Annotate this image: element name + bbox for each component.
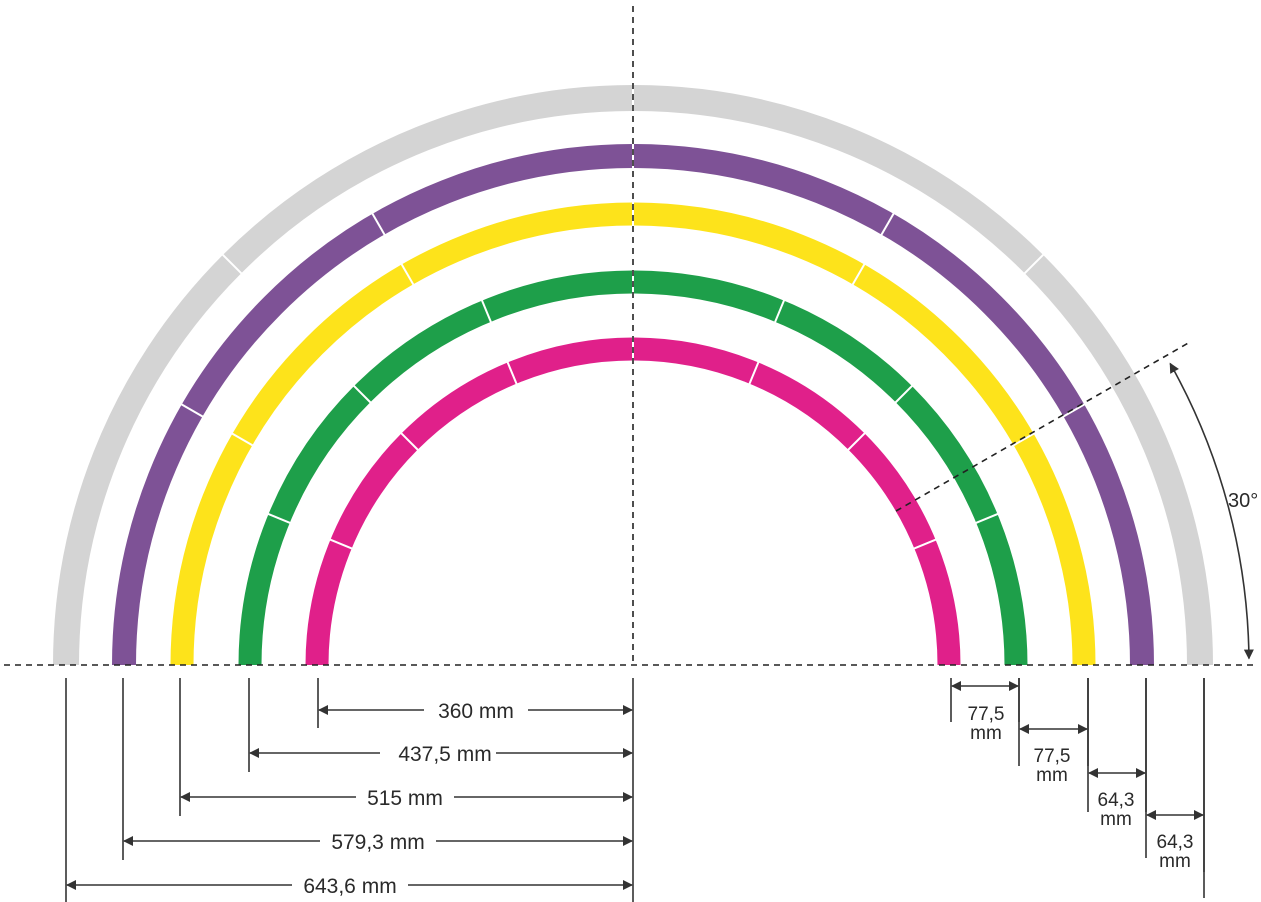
magenta-ring-segment-joint <box>913 538 937 550</box>
gap-label-2-unit: mm <box>1036 765 1068 786</box>
yellow-ring-segment-joint <box>231 432 254 447</box>
magenta-ring-segment-joint <box>846 432 866 452</box>
angle-label: 30° <box>1228 490 1258 512</box>
gap-label-1-unit: mm <box>970 723 1002 744</box>
magenta-ring-segment-joint <box>748 361 760 385</box>
magenta-ring-segment-joint <box>329 538 353 550</box>
gap-label-1-value: 77,5 <box>968 704 1005 725</box>
gap-label-4-value: 64,3 <box>1157 832 1194 853</box>
yellow-ring-segment-joint <box>1012 432 1035 447</box>
green-ring-segment-joint <box>974 512 999 525</box>
green-ring-segment-joint <box>267 512 292 525</box>
green-ring-segment-joint <box>352 384 372 404</box>
radius-label-magenta: 360 mm <box>438 700 514 723</box>
radius-label-grey: 643,6 mm <box>303 875 396 898</box>
yellow-ring-segment-joint <box>400 263 415 286</box>
purple-ring-segment-joint <box>180 403 204 418</box>
outer-grey-ring-segment-joint <box>221 253 243 275</box>
green-ring-segment-joint <box>773 299 786 324</box>
green-ring-segment-joint <box>480 299 493 324</box>
yellow-ring-segment-joint <box>851 263 866 286</box>
angle-arc <box>1169 362 1254 660</box>
radius-label-purple: 579,3 mm <box>331 831 424 854</box>
purple-ring-segment-joint <box>371 212 386 236</box>
purple-ring-segment-joint <box>1062 403 1086 418</box>
purple-ring-segment-joint <box>880 212 895 236</box>
angle-line-dashed <box>895 341 1191 512</box>
guide-lines <box>4 6 1258 666</box>
radius-label-yellow: 515 mm <box>367 787 443 810</box>
radius-label-green: 437,5 mm <box>398 743 491 766</box>
gap-label-2-value: 77,5 <box>1034 746 1071 767</box>
green-ring-segment-joint <box>894 384 914 404</box>
outer-grey-ring-segment-joint <box>1023 253 1045 275</box>
magenta-ring-segment-joint <box>400 432 420 452</box>
gap-label-3-unit: mm <box>1100 809 1132 830</box>
radius-dimensions <box>65 678 1205 902</box>
magenta-ring-segment-joint <box>506 361 518 385</box>
gap-label-4-unit: mm <box>1159 851 1191 872</box>
gap-label-3-value: 64,3 <box>1098 790 1135 811</box>
